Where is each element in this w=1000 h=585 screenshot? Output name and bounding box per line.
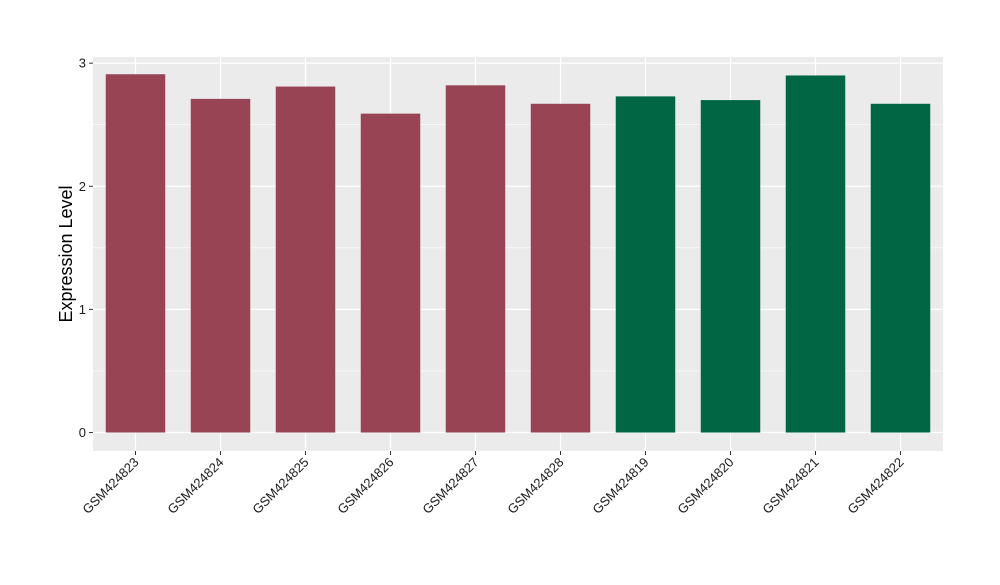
x-tick-label: GSM424828	[504, 455, 566, 517]
bar-GSM424824	[190, 98, 251, 433]
y-tick-label: 0	[79, 425, 86, 440]
x-tick-label: GSM424825	[249, 455, 311, 517]
x-tick-label: GSM424821	[759, 455, 821, 517]
y-axis-title: Expression Level	[56, 185, 76, 322]
y-axis: 0 1 2 3	[79, 56, 93, 440]
bar-GSM424820	[700, 100, 761, 433]
x-tick-label: GSM424826	[334, 455, 396, 517]
bar-GSM424828	[530, 103, 591, 433]
bar-GSM424826	[360, 113, 421, 433]
y-tick-label: 3	[79, 56, 86, 71]
bar-GSM424825	[275, 86, 336, 433]
x-tick-label: GSM424822	[844, 455, 906, 517]
bar-GSM424823	[105, 74, 166, 433]
y-tick-label: 2	[79, 179, 86, 194]
bar-layer	[105, 74, 931, 433]
bar-GSM424822	[870, 103, 931, 433]
x-tick-label: GSM424819	[589, 455, 651, 517]
bar-GSM424819	[615, 96, 676, 433]
bar-GSM424821	[785, 75, 846, 433]
y-tick-label: 1	[79, 302, 86, 317]
x-tick-label: GSM424820	[674, 455, 736, 517]
bar-GSM424827	[445, 85, 506, 433]
x-tick-label: GSM424824	[164, 455, 226, 517]
x-tick-label: GSM424823	[79, 455, 141, 517]
x-axis: GSM424823 GSM424824 GSM424825 GSM424826 GSM4…	[79, 451, 907, 517]
x-tick-label: GSM424827	[419, 455, 481, 517]
